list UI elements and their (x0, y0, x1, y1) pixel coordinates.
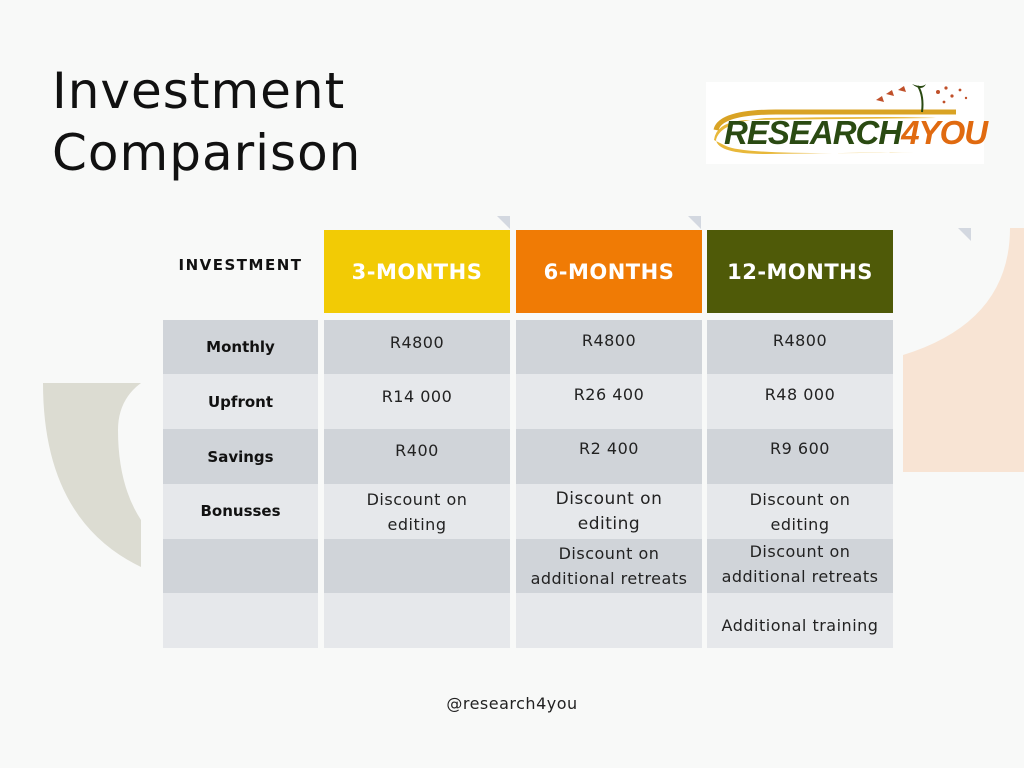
logo-wordmark: RESEARCH4YOU (724, 114, 988, 152)
title-line-1: Investment (52, 62, 346, 120)
column-header-3-months: 3-MONTHS (324, 230, 510, 313)
cell-3m-bonus-3 (324, 593, 510, 648)
row-label-bonusses: Bonusses (163, 484, 318, 539)
cell-6m-bonus-2: Discount on additional retreats (516, 539, 702, 593)
research4you-logo: RESEARCH4YOU (706, 82, 988, 164)
logo-birds-icon (876, 84, 968, 113)
cell-6m-upfront: R26 400 (516, 374, 702, 429)
cell-3m-savings: R400 (324, 429, 510, 484)
cell-12m-bonus-3: Additional training (707, 593, 893, 648)
cell-6m-monthly: R4800 (516, 320, 702, 374)
cell-3m-bonus-2 (324, 539, 510, 593)
cell-3m-upfront: R14 000 (324, 374, 510, 429)
title-line-2: Comparison (52, 124, 362, 182)
row-label-savings: Savings (163, 429, 318, 484)
page-title: Investment Comparison (52, 60, 361, 184)
cell-6m-bonus-3 (516, 593, 702, 648)
row-label-upfront: Upfront (163, 374, 318, 429)
investment-header-label: INVESTMENT (178, 256, 303, 274)
cell-3m-monthly: R4800 (324, 320, 510, 374)
logo-swoosh (713, 109, 956, 154)
cell-6m-bonus-1: Discount on editing (516, 484, 702, 539)
cell-12m-upfront: R48 000 (707, 374, 893, 429)
logo-text-accent: 4YOU (901, 114, 988, 151)
cell-3m-bonus-1: Discount on editing (324, 484, 510, 539)
row-label-empty-5 (163, 539, 318, 593)
footer-handle: @research4you (446, 694, 578, 713)
cell-12m-monthly: R4800 (707, 320, 893, 374)
cell-12m-savings: R9 600 (707, 429, 893, 484)
cell-12m-bonus-1: Discount on editing (707, 484, 893, 539)
column-header-12-months: 12-MONTHS (707, 230, 893, 313)
cell-6m-savings: R2 400 (516, 429, 702, 484)
row-label-monthly: Monthly (163, 320, 318, 374)
row-label-empty-6 (163, 593, 318, 648)
column-header-6-months: 6-MONTHS (516, 230, 702, 313)
cell-12m-bonus-2: Discount on additional retreats (707, 539, 893, 593)
logo-text-main: RESEARCH (724, 114, 902, 151)
